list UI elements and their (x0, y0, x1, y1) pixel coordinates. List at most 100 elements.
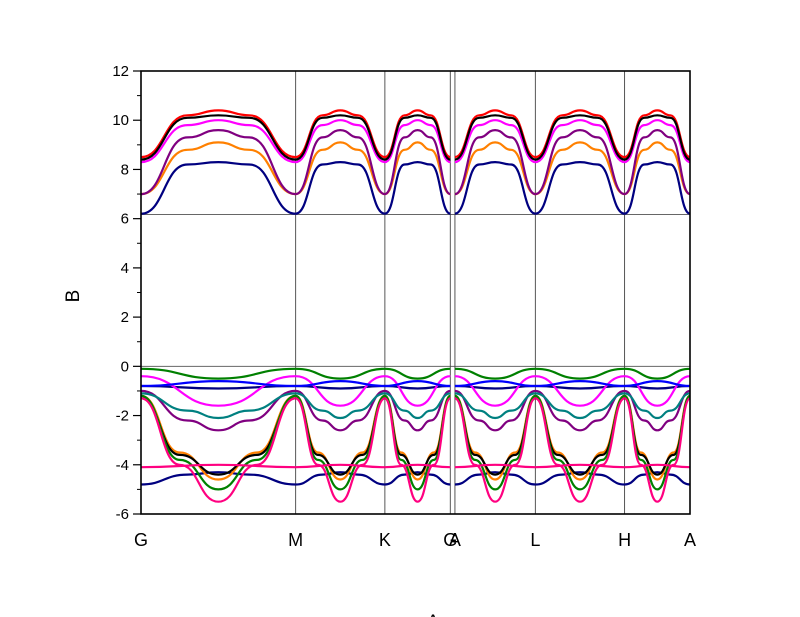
band-series-0 (141, 161, 690, 486)
band-7-branch-0-seg-0 (141, 463, 296, 469)
band-5-branch-0-seg-2 (384, 114, 451, 161)
band-0-branch-1-seg-5 (624, 471, 690, 486)
band-3-branch-0-seg-2 (384, 119, 451, 164)
band-5-branch-1-seg-0 (141, 397, 296, 476)
y-tick-label-7: 8 (121, 161, 129, 178)
band-3-branch-1-seg-4 (535, 375, 625, 407)
reference-lines (141, 213, 690, 367)
y-tick-label-2: -2 (116, 408, 129, 425)
band-5-branch-0-seg-0 (141, 114, 296, 161)
band-9-branch-0-seg-0 (141, 392, 296, 420)
band-7-branch-1-seg-5 (623, 397, 690, 503)
y-axis-ticks: -6 -4 -2 0 2 4 6 8 10 12 (112, 63, 141, 523)
band-8-branch-0-seg-2 (384, 380, 451, 388)
band-2-branch-0-seg-4 (534, 129, 626, 196)
kpoint-labels: G M K GA L H A (134, 530, 696, 550)
band-0-branch-1-seg-4 (535, 471, 625, 486)
kpoint-label-4: A (449, 530, 461, 550)
band-6-branch-0-seg-5 (624, 367, 690, 380)
band-2-branch-0-seg-2 (384, 129, 451, 196)
band-3-branch-0-seg-5 (624, 119, 690, 164)
y-tick-label-4: 2 (121, 309, 129, 326)
band-0-branch-1-seg-2 (384, 471, 451, 486)
band-9-branch-0-seg-4 (535, 392, 625, 420)
y-tick-label-8: 10 (112, 112, 129, 129)
band-7-branch-1-seg-4 (534, 397, 626, 503)
band-3-branch-1-seg-2 (384, 375, 451, 407)
band-series-7 (141, 397, 690, 503)
band-2-branch-0-seg-3 (454, 129, 536, 196)
band-7-branch-0-seg-3 (454, 463, 536, 469)
band-8-branch-0-seg-3 (454, 380, 536, 388)
band-5-branch-0-seg-1 (295, 114, 386, 161)
band-2-branch-1-seg-0 (141, 389, 296, 432)
band-0-branch-2-seg-5 (624, 384, 690, 390)
y-tick-label-3: 0 (121, 358, 129, 375)
kpoint-label-0: G (134, 530, 148, 550)
y-axis-title: B (63, 290, 84, 303)
band-1-branch-0-seg-2 (384, 141, 451, 196)
y-tick-label-0: -6 (116, 506, 129, 523)
band-2-branch-1-seg-2 (384, 389, 451, 432)
band-4-branch-0-seg-1 (295, 109, 386, 159)
band-4-branch-0-seg-4 (535, 109, 625, 159)
band-4-branch-0-seg-3 (454, 109, 536, 159)
band-8-branch-0-seg-1 (295, 380, 385, 388)
band-6-branch-0-seg-3 (454, 367, 536, 380)
band-3-branch-0-seg-4 (535, 119, 625, 164)
band-8-branch-0-seg-5 (624, 380, 690, 388)
x-axis-title: A (427, 612, 440, 617)
band-1-branch-0-seg-4 (535, 141, 625, 196)
band-7-branch-1-seg-3 (454, 397, 536, 503)
band-8-branch-0-seg-0 (141, 380, 296, 388)
band-2-branch-1-seg-3 (454, 389, 536, 432)
kpoint-label-6: H (618, 530, 631, 550)
kpoint-label-2: K (379, 530, 391, 550)
band-0-branch-0-seg-1 (295, 161, 386, 215)
band-curves (141, 109, 690, 503)
band-7-branch-0-seg-2 (384, 463, 451, 469)
kpoint-divider-lines (295, 71, 626, 514)
y-tick-label-1: -4 (116, 457, 129, 474)
band-0-branch-0-seg-2 (384, 161, 451, 215)
band-2-branch-1-seg-4 (535, 389, 625, 432)
band-series-2 (141, 129, 690, 432)
band-3-branch-1-seg-5 (624, 375, 690, 407)
band-3-branch-1-seg-1 (295, 375, 385, 407)
band-9-branch-0-seg-1 (295, 392, 386, 420)
y-tick-label-9: 12 (112, 63, 129, 80)
band-5-branch-0-seg-5 (624, 114, 690, 161)
band-0-branch-2-seg-4 (535, 384, 625, 390)
band-series-3 (141, 119, 690, 407)
band-7-branch-0-seg-1 (295, 463, 385, 469)
band-0-branch-2-seg-3 (454, 384, 536, 390)
band-1-branch-0-seg-0 (141, 141, 296, 196)
band-6-branch-0-seg-4 (535, 367, 625, 380)
band-series-5 (141, 114, 690, 476)
band-6-branch-1-seg-0 (141, 394, 296, 491)
kpoint-label-3: G (443, 530, 457, 550)
kpoint-label-1: M (288, 530, 303, 550)
band-2-branch-0-seg-1 (295, 129, 386, 196)
band-0-branch-0-seg-3 (454, 161, 536, 215)
band-3-branch-0-seg-0 (141, 119, 296, 164)
band-6-branch-0-seg-0 (141, 367, 296, 380)
band-0-branch-2-seg-0 (141, 384, 296, 390)
band-7-branch-0-seg-5 (624, 463, 690, 469)
band-3-branch-0-seg-1 (295, 119, 386, 164)
band-series-8 (141, 380, 690, 388)
band-8-branch-0-seg-4 (535, 380, 625, 388)
band-3-branch-1-seg-0 (141, 375, 296, 407)
y-tick-label-5: 4 (121, 260, 129, 277)
band-7-branch-1-seg-1 (295, 397, 386, 503)
band-2-branch-1-seg-5 (624, 389, 690, 432)
band-4-branch-0-seg-5 (624, 109, 690, 159)
band-6-branch-0-seg-2 (384, 367, 451, 380)
band-0-branch-1-seg-0 (141, 471, 296, 486)
band-4-branch-0-seg-2 (384, 109, 451, 159)
band-1-branch-0-seg-1 (295, 141, 386, 196)
band-1-branch-0-seg-5 (624, 141, 690, 196)
band-2-branch-1-seg-1 (295, 389, 386, 432)
band-0-branch-0-seg-4 (535, 161, 625, 215)
